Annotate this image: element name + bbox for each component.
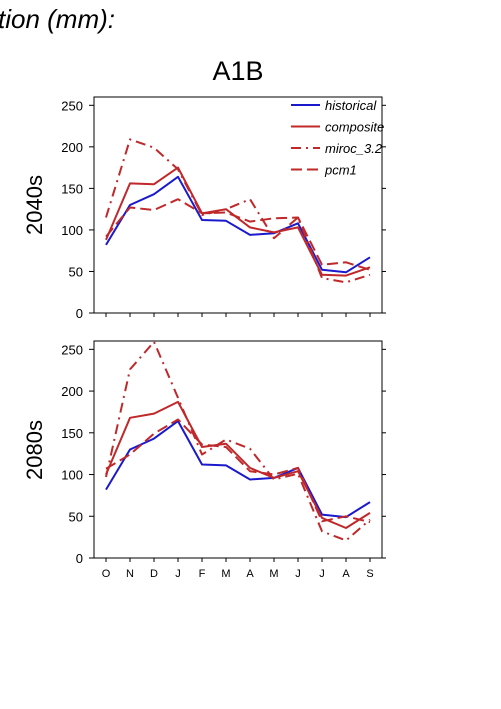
series-line-historical <box>105 420 371 519</box>
legend-label: composite <box>325 120 384 135</box>
ytick-label: 0 <box>76 306 83 321</box>
panel-label-2040s: 2040s <box>22 175 47 235</box>
ytick-label: 100 <box>61 468 83 483</box>
legend-label: historical <box>325 98 377 113</box>
xtick-label: M <box>269 568 278 580</box>
xtick-label: J <box>175 568 181 580</box>
ytick-label: 200 <box>61 384 83 399</box>
legend-label: miroc_3.2 <box>325 141 383 156</box>
series-line-pcm1 <box>105 418 371 524</box>
ytick-label: 150 <box>61 181 83 196</box>
xtick-label: N <box>126 568 134 580</box>
ytick-label: 250 <box>61 342 83 357</box>
plot-frame <box>93 340 383 559</box>
series-line-composite <box>105 166 371 277</box>
xtick-label: D <box>150 568 158 580</box>
series-line-miroc-3-2 <box>105 340 371 542</box>
xtick-label: J <box>319 568 325 580</box>
xtick-label: A <box>246 568 254 580</box>
xtick-label: A <box>342 568 350 580</box>
xtick-label: J <box>295 568 301 580</box>
ytick-label: 250 <box>61 98 83 113</box>
scenario-title: A1B <box>212 56 263 86</box>
legend-label: pcm1 <box>324 163 357 178</box>
ytick-label: 50 <box>69 264 83 279</box>
series-line-historical <box>105 175 371 274</box>
series-line-miroc-3-2 <box>105 138 371 284</box>
plot-frame <box>93 96 383 314</box>
ytick-label: 150 <box>61 426 83 441</box>
xtick-label: S <box>366 568 373 580</box>
ytick-label: 0 <box>76 551 83 566</box>
xtick-label: M <box>221 568 230 580</box>
ytick-label: 200 <box>61 140 83 155</box>
panel-2080s: 2080s 0 50 100 150 200 250 O N D J F M A M J J A S <box>22 340 386 580</box>
ytick-label: 50 <box>69 509 83 524</box>
xtick-label: F <box>199 568 206 580</box>
top-title: tion (mm): <box>0 4 115 34</box>
xtick-label: O <box>102 568 111 580</box>
panel-2040s: 2040s 0 50 100 150 200 250 historical composite… <box>22 96 386 321</box>
panel-label-2080s: 2080s <box>22 420 47 480</box>
series-line-composite <box>105 400 371 529</box>
series-line-pcm1 <box>105 198 371 271</box>
ytick-label: 100 <box>61 223 83 238</box>
